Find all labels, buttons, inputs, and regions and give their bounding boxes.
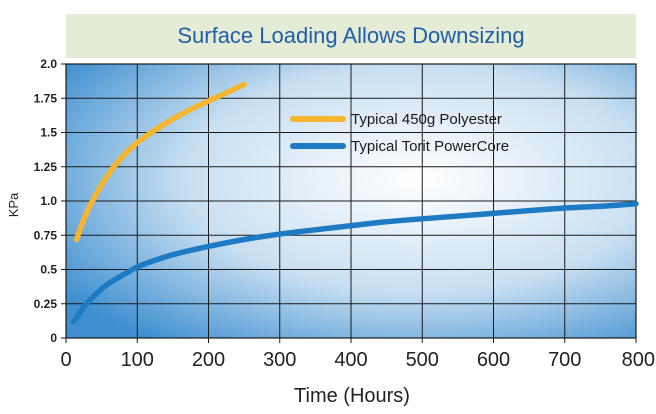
legend-label-1: Typical Torit PowerCore (351, 138, 509, 155)
y-axis-label: KPa (6, 192, 21, 217)
x-axis-label: Time (Hours) (294, 385, 410, 407)
legend-label-0: Typical 450g Polyester (351, 111, 502, 128)
y-tick-label: 0.25 (34, 297, 58, 311)
x-tick-label: 600 (477, 349, 510, 371)
series-group (70, 81, 639, 325)
grid-lines (65, 63, 637, 339)
y-tick-label: 2.0 (40, 57, 57, 71)
x-tick-label: 300 (263, 349, 296, 371)
chart-title: Surface Loading Allows Downsizing (177, 23, 525, 48)
x-tick-label: 500 (406, 349, 439, 371)
y-tick-label: 0.5 (40, 263, 57, 277)
x-tick-label: 400 (334, 349, 367, 371)
x-tick-label: 700 (548, 349, 581, 371)
y-tick-label: 0.75 (34, 228, 58, 242)
x-tick-label: 800 (622, 349, 655, 371)
x-tick-label: 0 (60, 349, 71, 371)
y-tick-label: 1.75 (34, 91, 58, 105)
y-axis-ticks: 0 0.25 0.5 0.75 1.0 1.25 1.5 1.75 2.0 (34, 57, 66, 345)
y-tick-label: 0 (50, 331, 57, 345)
x-tick-label: 200 (192, 349, 225, 371)
chart-title-bar: Surface Loading Allows Downsizing (66, 14, 636, 58)
y-tick-label: 1.25 (34, 160, 58, 174)
series-line-1 (70, 200, 639, 325)
legend: Typical 450g Polyester Typical Torit Powe… (290, 111, 509, 155)
y-tick-label: 1.5 (40, 126, 57, 140)
series-line-0 (73, 81, 247, 243)
y-tick-label: 1.0 (40, 194, 57, 208)
x-tick-label: 100 (121, 349, 154, 371)
x-axis-ticks: 0 100 200 300 400 500 600 700 800 (60, 338, 655, 371)
